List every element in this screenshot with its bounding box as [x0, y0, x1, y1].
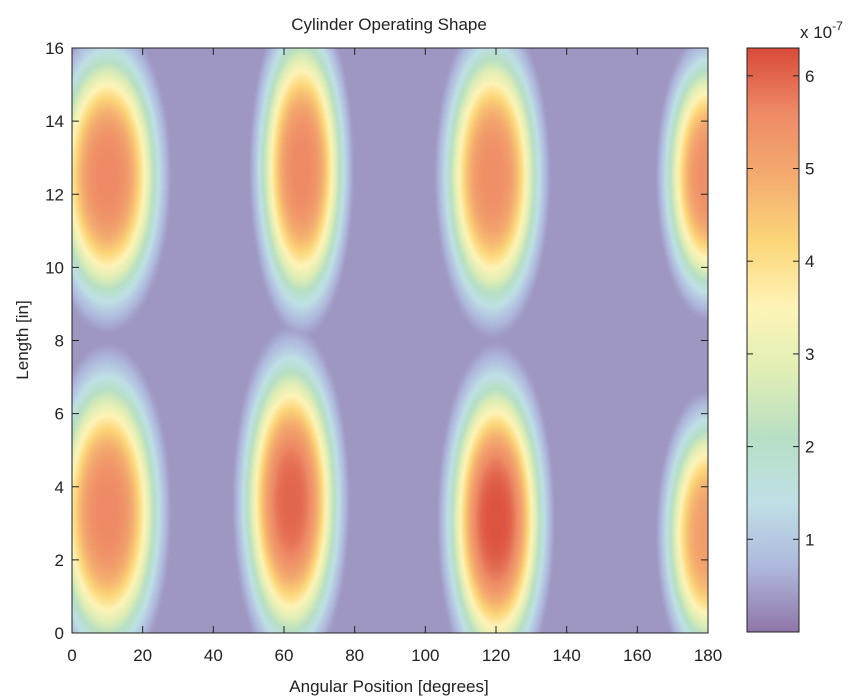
- y-tick-label: 8: [55, 332, 64, 351]
- y-tick-label: 4: [55, 478, 64, 497]
- chart-title: Cylinder Operating Shape: [291, 15, 487, 34]
- x-tick-label: 180: [694, 646, 722, 665]
- y-tick-label: 14: [45, 112, 64, 131]
- y-tick-label: 6: [55, 405, 64, 424]
- colorbar-tick-label: 2: [805, 438, 814, 457]
- colorbar-exponent-label: x 10-7: [800, 19, 843, 42]
- x-tick-label: 140: [552, 646, 580, 665]
- plot-area: 0 20 40 60 80 100 120 140 160 180 0 2 4 6 8 10 12 14 16: [45, 39, 722, 665]
- x-tick-label: 0: [67, 646, 76, 665]
- x-tick-label: 160: [623, 646, 651, 665]
- y-tick-label: 0: [55, 624, 64, 643]
- x-tick-label: 20: [133, 646, 152, 665]
- x-tick-label: 80: [345, 646, 364, 665]
- y-tick-label: 16: [45, 39, 64, 58]
- y-tick-label: 2: [55, 551, 64, 570]
- colorbar-ticks: 1 2 3 4 5 6: [747, 67, 814, 549]
- heatmap-surface: [72, 48, 708, 633]
- x-axis-title: Angular Position [degrees]: [289, 677, 488, 696]
- y-tick-label: 10: [45, 258, 64, 277]
- colorbar: 1 2 3 4 5 6 x 10-7: [746, 19, 843, 633]
- x-tick-label: 40: [204, 646, 223, 665]
- colorbar-gradient: [747, 48, 799, 632]
- y-axis-title: Length [in]: [13, 300, 32, 379]
- x-tick-label: 100: [411, 646, 439, 665]
- x-tick-label: 60: [275, 646, 294, 665]
- colorbar-tick-label: 4: [805, 252, 814, 271]
- y-tick-label: 12: [45, 185, 64, 204]
- colorbar-tick-label: 1: [805, 530, 814, 549]
- y-axis: 0 2 4 6 8 10 12 14 16: [45, 39, 708, 643]
- colorbar-tick-label: 5: [805, 160, 814, 179]
- x-axis: 0 20 40 60 80 100 120 140 160 180: [67, 48, 722, 665]
- colorbar-tick-label: 3: [805, 345, 814, 364]
- colorbar-frame: [746, 47, 800, 633]
- colorbar-tick-label: 6: [805, 67, 814, 86]
- x-tick-label: 120: [482, 646, 510, 665]
